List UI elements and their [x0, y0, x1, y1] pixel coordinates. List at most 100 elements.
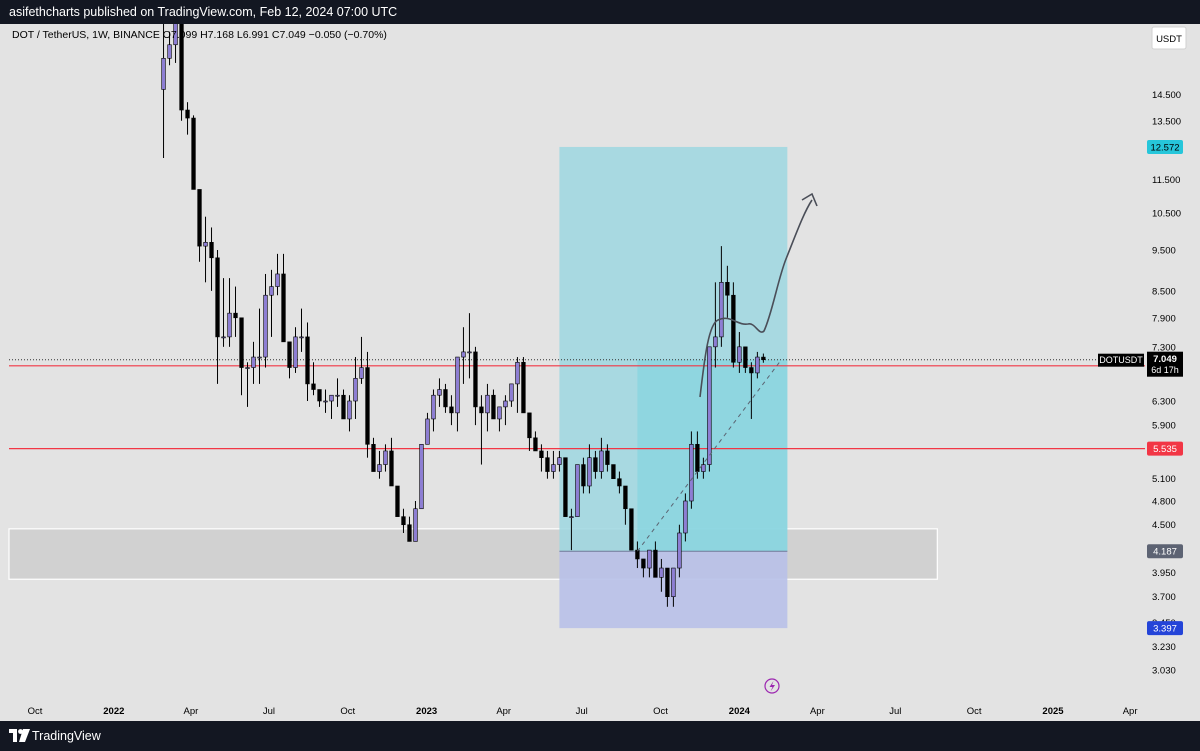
- candle-body: [263, 294, 268, 358]
- last-price-text: 7.049: [1153, 354, 1177, 365]
- candle-body: [725, 282, 730, 296]
- y-tick-label: 3.030: [1152, 666, 1176, 677]
- y-tick-label: 7.300: [1152, 342, 1176, 353]
- x-tick-label: Jul: [889, 706, 901, 717]
- candle-body: [647, 549, 652, 569]
- candle: [293, 327, 298, 373]
- candle: [461, 327, 466, 384]
- candle-body: [383, 450, 388, 465]
- candle-body: [689, 444, 694, 502]
- candle: [467, 313, 472, 379]
- candle-body: [659, 567, 664, 578]
- candle-body: [671, 567, 676, 598]
- ticker-tag-text: DOTUSDT: [1099, 355, 1143, 365]
- tradingview-brand: TradingView: [32, 729, 101, 743]
- candle: [599, 437, 604, 479]
- candle: [623, 485, 628, 525]
- x-tick-label: Oct: [653, 706, 668, 717]
- candle: [161, 24, 166, 158]
- candle: [401, 508, 406, 533]
- candle: [605, 444, 610, 472]
- candle-body: [323, 400, 328, 403]
- candle: [647, 549, 652, 578]
- entry-price-label-text: 4.187: [1153, 547, 1177, 558]
- candle: [173, 24, 178, 63]
- candle: [725, 265, 730, 318]
- candle: [431, 389, 436, 432]
- candle-body: [539, 450, 544, 458]
- y-tick-label: 3.950: [1152, 568, 1176, 579]
- candle-body: [311, 383, 316, 390]
- candle-body: [605, 450, 610, 465]
- candle-body: [305, 336, 310, 385]
- y-tick-label: 7.900: [1152, 313, 1176, 324]
- candle: [221, 278, 226, 347]
- candle: [533, 431, 538, 452]
- candle-body: [461, 351, 466, 358]
- candle-body: [275, 273, 280, 287]
- candle-body: [209, 242, 214, 259]
- candle-body: [497, 406, 502, 420]
- y-tick-label: 13.500: [1152, 116, 1181, 127]
- candle: [539, 444, 544, 472]
- candle: [233, 286, 238, 337]
- candle-body: [425, 418, 430, 445]
- candle: [413, 500, 418, 542]
- y-tick-label: 11.500: [1152, 175, 1180, 186]
- target-price-label: [1147, 139, 1183, 154]
- candle-body: [749, 367, 754, 374]
- projection-arrow[interactable]: [699, 199, 813, 398]
- candle: [515, 357, 520, 413]
- candle-body: [203, 242, 208, 247]
- symbol-info: DOT / TetherUS, 1W, BINANCE O7.099 H7.16…: [12, 29, 387, 41]
- candle-body: [473, 351, 478, 408]
- candle-body: [167, 44, 172, 59]
- candle-body: [335, 394, 340, 397]
- candle-body: [695, 444, 700, 472]
- candle-body: [521, 361, 526, 414]
- y-tick-label: 3.700: [1152, 592, 1176, 603]
- candle-body: [683, 500, 688, 534]
- candle: [197, 189, 202, 262]
- candle-body: [401, 516, 406, 526]
- candle-body: [509, 383, 514, 402]
- candle: [329, 394, 334, 419]
- candle-body: [413, 508, 418, 542]
- candle-body: [743, 346, 748, 368]
- candle-body: [557, 457, 562, 465]
- candle: [365, 351, 370, 458]
- price-chart[interactable]: DOT / TetherUS, 1W, BINANCE O7.099 H7.16…: [0, 24, 1200, 721]
- candle: [191, 115, 196, 190]
- x-tick-label: 2023: [416, 706, 437, 717]
- candle-body: [533, 437, 538, 452]
- candle: [251, 341, 256, 384]
- line-price-label-2-text: 5.535: [1153, 444, 1177, 455]
- candle: [419, 444, 424, 510]
- candle: [755, 351, 760, 379]
- support-zone[interactable]: [8, 528, 938, 580]
- currency-button[interactable]: [1151, 26, 1187, 50]
- candle: [347, 395, 352, 432]
- candle-body: [593, 457, 598, 472]
- arrow-head-icon: [801, 192, 818, 207]
- x-tick-label: Apr: [810, 706, 825, 717]
- candle: [719, 246, 724, 347]
- candle: [509, 383, 514, 407]
- candle: [341, 389, 346, 420]
- lightning-icon[interactable]: [764, 678, 780, 694]
- candle-body: [617, 478, 622, 487]
- candle: [491, 389, 496, 420]
- candle-body: [185, 109, 190, 119]
- candle: [665, 567, 670, 607]
- candle-body: [629, 508, 634, 551]
- y-tick-label: 4.500: [1152, 520, 1176, 531]
- candle-body: [599, 450, 604, 472]
- candle-body: [395, 485, 400, 517]
- candle: [305, 322, 310, 402]
- candle-body: [467, 351, 472, 354]
- candle-body: [341, 394, 346, 420]
- x-tick-label: Apr: [184, 706, 199, 717]
- candle: [629, 508, 634, 551]
- candle-body: [359, 367, 364, 379]
- candle: [635, 541, 640, 569]
